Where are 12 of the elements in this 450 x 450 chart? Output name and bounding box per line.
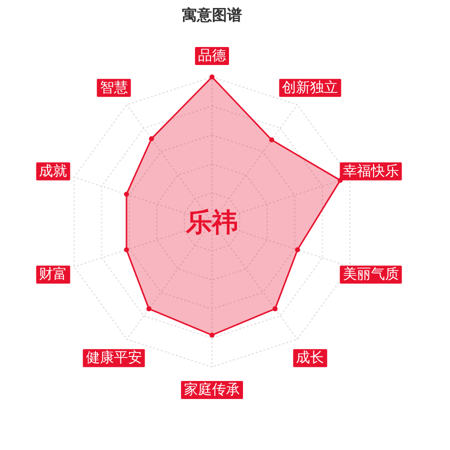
text: 乐祎: [185, 208, 238, 238]
spoke-label: 创新独立: [282, 80, 338, 96]
spoke-label: 幸福快乐: [342, 163, 399, 180]
spoke-label: 成就: [39, 163, 68, 180]
spoke-label: 家庭传承: [184, 382, 240, 398]
spoke-label: 财富: [39, 266, 68, 283]
spoke-label: 品德: [198, 48, 226, 64]
spoke-label: 健康平安: [86, 350, 142, 366]
chart-title: 寓意图谱: [182, 6, 242, 24]
spoke-label: 智慧: [100, 80, 128, 96]
spoke-label: 成长: [296, 350, 324, 366]
spoke-label: 美丽气质: [342, 266, 399, 283]
